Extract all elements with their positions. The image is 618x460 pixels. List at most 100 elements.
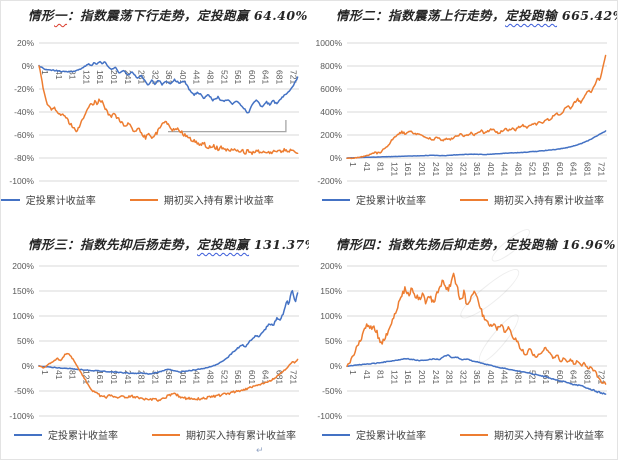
svg-text:481: 481	[514, 370, 524, 384]
svg-text:100%: 100%	[12, 311, 34, 321]
svg-text:681: 681	[275, 70, 285, 84]
svg-text:641: 641	[569, 370, 579, 384]
chart-title-4: 情形四：指数先扬后抑走势，定投跑输 16.96%↵	[336, 237, 616, 252]
svg-text:1: 1	[348, 162, 358, 167]
svg-text:201: 201	[417, 162, 427, 176]
legend-label: 期初买入持有累计收益率	[186, 431, 296, 442]
svg-text:0%: 0%	[330, 361, 343, 371]
svg-text:601: 601	[555, 370, 565, 384]
svg-text:241: 241	[123, 370, 133, 384]
svg-text:561: 561	[233, 70, 243, 84]
svg-text:241: 241	[431, 162, 441, 176]
svg-text:681: 681	[275, 370, 285, 384]
svg-text:-40%: -40%	[14, 107, 34, 117]
legend-label: 定投累计收益率	[356, 196, 426, 207]
svg-text:-60%: -60%	[14, 130, 34, 140]
svg-text:200%: 200%	[320, 261, 342, 271]
svg-text:721: 721	[288, 370, 298, 384]
svg-text:81: 81	[68, 70, 78, 80]
svg-text:521: 521	[219, 370, 229, 384]
svg-text:-50%: -50%	[322, 386, 342, 396]
legend-label: 期初买入持有累计收益率	[494, 196, 604, 207]
svg-text:201: 201	[417, 370, 427, 384]
svg-text:361: 361	[472, 162, 482, 176]
svg-text:161: 161	[95, 70, 105, 84]
legend-item-buyhold: 期初买入持有累计收益率	[460, 427, 604, 442]
svg-text:321: 321	[458, 370, 468, 384]
svg-text:20%: 20%	[17, 38, 34, 48]
svg-text:721: 721	[596, 162, 606, 176]
legend-3: 定投累计收益率 期初买入持有累计收益率	[1, 427, 309, 442]
svg-text:481: 481	[206, 370, 216, 384]
svg-text:-20%: -20%	[14, 84, 34, 94]
svg-text:401: 401	[178, 370, 188, 384]
chart-plot-4: 200% 150% 100% 50% 0% -50% -100% 1 41 81 121 161 201…	[317, 261, 607, 421]
chart-panel-2: 情形二：指数震荡上行走势，定投跑输 665.42%↵ 1000% 800% 600%…	[309, 1, 617, 230]
svg-text:-100%: -100%	[9, 176, 34, 186]
legend-item-buyhold: 期初买入持有累计收益率	[129, 192, 274, 207]
svg-text:-80%: -80%	[14, 153, 34, 163]
chart-panel-4: 情形四：指数先扬后抑走势，定投跑输 16.96%↵ 200% 150% 100% 50…	[309, 230, 617, 459]
chart-title-3: 情形三：指数先抑后扬走势，定投跑赢 131.37%↵	[28, 237, 309, 252]
svg-text:721: 721	[288, 70, 298, 84]
svg-text:800%: 800%	[320, 61, 342, 71]
svg-text:41: 41	[54, 70, 64, 80]
svg-text:41: 41	[362, 162, 372, 172]
legend-label: 期初买入持有累计收益率	[494, 431, 604, 442]
chart-plot-2: 1000% 800% 600% 400% 200% 0% -200% 1 41 81 121 161 2…	[316, 38, 607, 186]
svg-text:81: 81	[376, 370, 386, 380]
svg-text:521: 521	[527, 370, 537, 384]
svg-text:1: 1	[40, 370, 50, 375]
svg-text:41: 41	[362, 370, 372, 380]
legend-item-sip: 定投累计收益率	[14, 427, 118, 442]
svg-text:321: 321	[458, 162, 468, 176]
svg-text:-100%: -100%	[9, 411, 34, 421]
svg-text:401: 401	[486, 370, 496, 384]
legend-label: 期初买入持有累计收益率	[163, 196, 274, 207]
svg-text:121: 121	[389, 370, 399, 384]
svg-text:641: 641	[569, 162, 579, 176]
legend-item-buyhold: 期初买入持有累计收益率	[460, 192, 604, 207]
svg-text:150%: 150%	[12, 286, 34, 296]
svg-text:641: 641	[261, 70, 271, 84]
chart-title-2: 情形二：指数震荡上行走势，定投跑输 665.42%↵	[336, 8, 617, 23]
legend-line-swatch-orange	[129, 198, 158, 201]
svg-text:81: 81	[68, 370, 78, 380]
svg-text:1: 1	[348, 370, 358, 375]
svg-text:201: 201	[109, 70, 119, 84]
svg-text:441: 441	[500, 162, 510, 176]
svg-text:41: 41	[54, 370, 64, 380]
svg-text:81: 81	[376, 162, 386, 172]
svg-text:241: 241	[123, 70, 133, 84]
svg-text:441: 441	[500, 370, 510, 384]
legend-2: 定投累计收益率 期初买入持有累计收益率	[309, 192, 617, 207]
svg-text:721: 721	[596, 370, 606, 384]
svg-text:681: 681	[583, 370, 593, 384]
svg-text:321: 321	[150, 370, 160, 384]
legend-line-swatch-orange	[460, 433, 488, 436]
return-mark: ↵	[256, 445, 264, 455]
svg-text:-100%: -100%	[317, 411, 342, 421]
svg-text:241: 241	[431, 370, 441, 384]
svg-text:200%: 200%	[12, 261, 34, 271]
legend-line-swatch-blue	[1, 198, 20, 201]
svg-text:601: 601	[247, 70, 257, 84]
svg-text:601: 601	[555, 162, 565, 176]
svg-text:-50%: -50%	[14, 386, 34, 396]
svg-text:561: 561	[233, 370, 243, 384]
svg-text:50%: 50%	[17, 336, 34, 346]
svg-text:361: 361	[164, 370, 174, 384]
svg-text:200%: 200%	[320, 130, 342, 140]
chart-plot-3: 200% 150% 100% 50% 0% -50% -100% 1 41 81 121 161 201…	[9, 261, 299, 421]
svg-text:0%: 0%	[22, 61, 35, 71]
svg-text:641: 641	[261, 370, 271, 384]
svg-text:521: 521	[527, 162, 537, 176]
svg-text:361: 361	[164, 70, 174, 84]
legend-line-swatch-blue	[322, 433, 350, 436]
svg-text:161: 161	[403, 162, 413, 176]
svg-text:-200%: -200%	[317, 176, 342, 186]
svg-text:121: 121	[81, 370, 91, 384]
legend-1: 定投累计收益率 期初买入持有累计收益率 ↵	[1, 192, 309, 207]
chart-panel-3: 情形三：指数先抑后扬走势，定投跑赢 131.37%↵ 200%150%100%5…	[1, 230, 309, 459]
